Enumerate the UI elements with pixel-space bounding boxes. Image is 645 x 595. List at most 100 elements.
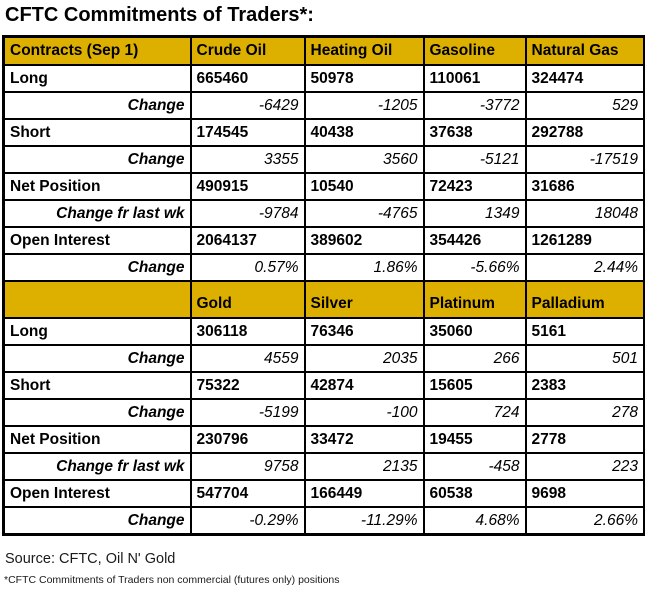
table-row: Change 4559 2035 266 501 bbox=[2, 344, 645, 373]
cell-value: 2.66% bbox=[524, 506, 645, 536]
cell-value: 266 bbox=[422, 344, 527, 373]
energy-header-row: Contracts (Sep 1) Crude Oil Heating Oil … bbox=[2, 35, 645, 66]
cell-value: 354426 bbox=[422, 226, 527, 255]
cell-value: 1349 bbox=[422, 199, 527, 228]
metals-header-row: Gold Silver Platinum Palladium bbox=[2, 280, 645, 319]
table-row: Open Interest 2064137 389602 354426 1261289 bbox=[2, 226, 645, 255]
cell-value: 5161 bbox=[524, 317, 645, 346]
table-row: Change -5199 -100 724 278 bbox=[2, 398, 645, 427]
table-row: Short 174545 40438 37638 292788 bbox=[2, 118, 645, 147]
cell-value: 324474 bbox=[524, 64, 645, 93]
cell-value: 2135 bbox=[303, 452, 425, 481]
cell-value: 501 bbox=[524, 344, 645, 373]
table-row: Change fr last wk -9784 -4765 1349 18048 bbox=[2, 199, 645, 228]
row-label: Net Position bbox=[2, 425, 192, 454]
cell-value: 166449 bbox=[303, 479, 425, 508]
cell-value: 50978 bbox=[303, 64, 425, 93]
header-cell-palladium: Palladium bbox=[524, 280, 645, 319]
cell-value: 15605 bbox=[422, 371, 527, 400]
cell-value: 40438 bbox=[303, 118, 425, 147]
cell-value: 0.57% bbox=[189, 253, 306, 282]
header-cell-heating-oil: Heating Oil bbox=[303, 35, 425, 66]
row-label: Change bbox=[2, 253, 192, 282]
table-row: Change -0.29% -11.29% 4.68% 2.66% bbox=[2, 506, 645, 536]
cell-value: 3560 bbox=[303, 145, 425, 174]
table-row: Change -6429 -1205 -3772 529 bbox=[2, 91, 645, 120]
table-row: Change fr last wk 9758 2135 -458 223 bbox=[2, 452, 645, 481]
cell-value: 76346 bbox=[303, 317, 425, 346]
header-cell-blank bbox=[2, 280, 192, 319]
cell-value: -5121 bbox=[422, 145, 527, 174]
header-cell-gasoline: Gasoline bbox=[422, 35, 527, 66]
page-title: CFTC Commitments of Traders*: bbox=[5, 4, 314, 26]
cell-value: 174545 bbox=[189, 118, 306, 147]
cell-value: 4.68% bbox=[422, 506, 527, 536]
cell-value: 547704 bbox=[189, 479, 306, 508]
cell-value: -3772 bbox=[422, 91, 527, 120]
row-label: Change bbox=[2, 145, 192, 174]
cell-value: 9698 bbox=[524, 479, 645, 508]
table-row: Long 306118 76346 35060 5161 bbox=[2, 317, 645, 346]
cell-value: 19455 bbox=[422, 425, 527, 454]
footnote-text: *CFTC Commitments of Traders non commerc… bbox=[4, 574, 340, 586]
cell-value: 2778 bbox=[524, 425, 645, 454]
cell-value: 9758 bbox=[189, 452, 306, 481]
cell-value: -11.29% bbox=[303, 506, 425, 536]
header-cell-gold: Gold bbox=[189, 280, 306, 319]
cell-value: 2383 bbox=[524, 371, 645, 400]
header-cell-silver: Silver bbox=[303, 280, 425, 319]
cot-table: Contracts (Sep 1) Crude Oil Heating Oil … bbox=[2, 35, 645, 536]
table-row: Long 665460 50978 110061 324474 bbox=[2, 64, 645, 93]
cell-value: 665460 bbox=[189, 64, 306, 93]
cell-value: -5.66% bbox=[422, 253, 527, 282]
table-row: Net Position 230796 33472 19455 2778 bbox=[2, 425, 645, 454]
cell-value: 33472 bbox=[303, 425, 425, 454]
cell-value: 110061 bbox=[422, 64, 527, 93]
row-label: Change fr last wk bbox=[2, 199, 192, 228]
row-label: Change bbox=[2, 398, 192, 427]
cell-value: -4765 bbox=[303, 199, 425, 228]
cell-value: 223 bbox=[524, 452, 645, 481]
cell-value: 75322 bbox=[189, 371, 306, 400]
row-label: Short bbox=[2, 118, 192, 147]
cell-value: 529 bbox=[524, 91, 645, 120]
cell-value: 4559 bbox=[189, 344, 306, 373]
cell-value: -9784 bbox=[189, 199, 306, 228]
cell-value: 2064137 bbox=[189, 226, 306, 255]
cell-value: 292788 bbox=[524, 118, 645, 147]
cell-value: 724 bbox=[422, 398, 527, 427]
table-section-metals: Gold Silver Platinum Palladium Long 30611… bbox=[2, 280, 645, 536]
cell-value: 2.44% bbox=[524, 253, 645, 282]
row-label: Short bbox=[2, 371, 192, 400]
header-cell-platinum: Platinum bbox=[422, 280, 527, 319]
table-row: Change 0.57% 1.86% -5.66% 2.44% bbox=[2, 253, 645, 282]
cell-value: 490915 bbox=[189, 172, 306, 201]
cell-value: 35060 bbox=[422, 317, 527, 346]
header-cell-natural-gas: Natural Gas bbox=[524, 35, 645, 66]
cell-value: 1261289 bbox=[524, 226, 645, 255]
cell-value: -1205 bbox=[303, 91, 425, 120]
row-label: Open Interest bbox=[2, 479, 192, 508]
row-label: Net Position bbox=[2, 172, 192, 201]
table-row: Net Position 490915 10540 72423 31686 bbox=[2, 172, 645, 201]
row-label: Long bbox=[2, 64, 192, 93]
row-label: Long bbox=[2, 317, 192, 346]
cell-value: -100 bbox=[303, 398, 425, 427]
cell-value: 3355 bbox=[189, 145, 306, 174]
cell-value: -17519 bbox=[524, 145, 645, 174]
source-text: Source: CFTC, Oil N' Gold bbox=[5, 551, 176, 567]
cell-value: 389602 bbox=[303, 226, 425, 255]
row-label: Change bbox=[2, 344, 192, 373]
cell-value: 31686 bbox=[524, 172, 645, 201]
row-label: Change bbox=[2, 91, 192, 120]
cell-value: 72423 bbox=[422, 172, 527, 201]
cell-value: -5199 bbox=[189, 398, 306, 427]
cell-value: -458 bbox=[422, 452, 527, 481]
cell-value: -6429 bbox=[189, 91, 306, 120]
table-row: Open Interest 547704 166449 60538 9698 bbox=[2, 479, 645, 508]
cell-value: 42874 bbox=[303, 371, 425, 400]
row-label: Change bbox=[2, 506, 192, 536]
cell-value: 60538 bbox=[422, 479, 527, 508]
cell-value: 278 bbox=[524, 398, 645, 427]
